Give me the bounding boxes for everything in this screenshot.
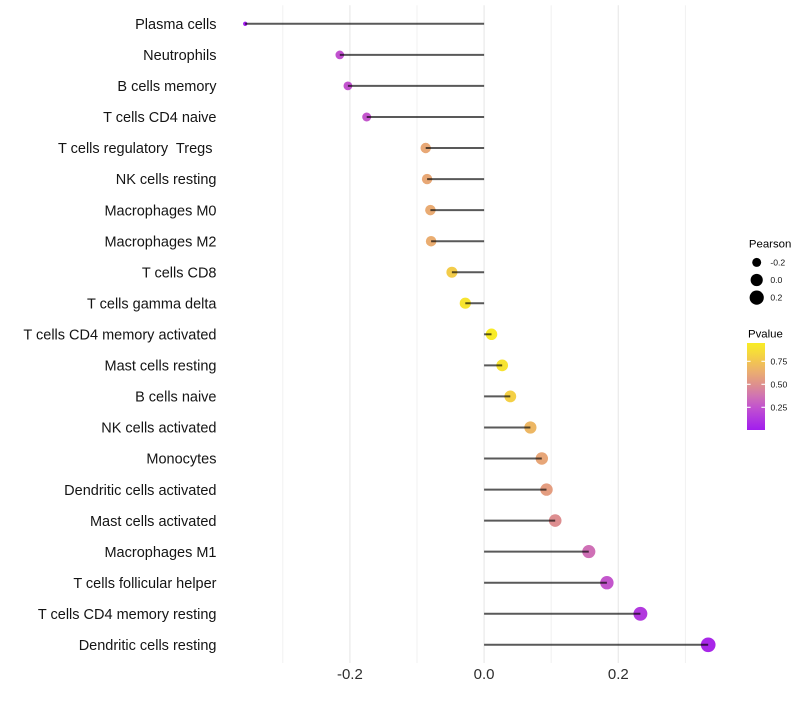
svg-text:Dendritic cells activated: Dendritic cells activated bbox=[64, 483, 216, 499]
svg-text:Macrophages M1: Macrophages M1 bbox=[104, 545, 216, 561]
svg-text:0.25: 0.25 bbox=[771, 402, 788, 412]
svg-text:Mast cells activated: Mast cells activated bbox=[90, 514, 217, 530]
svg-text:Dendritic cells resting: Dendritic cells resting bbox=[79, 638, 217, 654]
svg-text:T cells regulatory Tregs: T cells regulatory Tregs bbox=[58, 141, 217, 157]
svg-text:-0.2: -0.2 bbox=[770, 258, 785, 268]
svg-text:Pearson: Pearson bbox=[749, 238, 791, 250]
svg-text:NK cells activated: NK cells activated bbox=[101, 421, 216, 437]
svg-text:0.0: 0.0 bbox=[770, 275, 782, 285]
svg-text:T cells CD8: T cells CD8 bbox=[142, 265, 217, 281]
svg-text:NK cells resting: NK cells resting bbox=[116, 172, 217, 188]
svg-text:0.0: 0.0 bbox=[474, 666, 495, 683]
svg-text:Mast cells resting: Mast cells resting bbox=[104, 359, 216, 375]
svg-text:T cells CD4 naive: T cells CD4 naive bbox=[103, 110, 216, 126]
svg-text:T cells CD4 memory resting: T cells CD4 memory resting bbox=[38, 607, 217, 623]
svg-text:0.2: 0.2 bbox=[770, 293, 782, 303]
svg-text:0.2: 0.2 bbox=[608, 666, 629, 683]
svg-text:0.50: 0.50 bbox=[771, 379, 788, 389]
svg-text:T cells CD4 memory activated: T cells CD4 memory activated bbox=[23, 328, 216, 344]
svg-text:-0.2: -0.2 bbox=[337, 666, 363, 683]
svg-text:Macrophages M2: Macrophages M2 bbox=[104, 234, 216, 250]
svg-text:Monocytes: Monocytes bbox=[146, 452, 216, 468]
svg-text:Macrophages M0: Macrophages M0 bbox=[104, 203, 216, 219]
svg-text:B cells memory: B cells memory bbox=[117, 79, 217, 95]
svg-text:T cells gamma delta: T cells gamma delta bbox=[87, 296, 217, 312]
svg-text:Plasma cells: Plasma cells bbox=[135, 17, 216, 33]
svg-text:Pvalue: Pvalue bbox=[748, 329, 783, 341]
svg-text:B cells naive: B cells naive bbox=[135, 390, 216, 406]
svg-text:0.75: 0.75 bbox=[771, 356, 788, 366]
svg-text:Neutrophils: Neutrophils bbox=[143, 48, 216, 64]
svg-text:T cells follicular helper: T cells follicular helper bbox=[73, 576, 216, 592]
